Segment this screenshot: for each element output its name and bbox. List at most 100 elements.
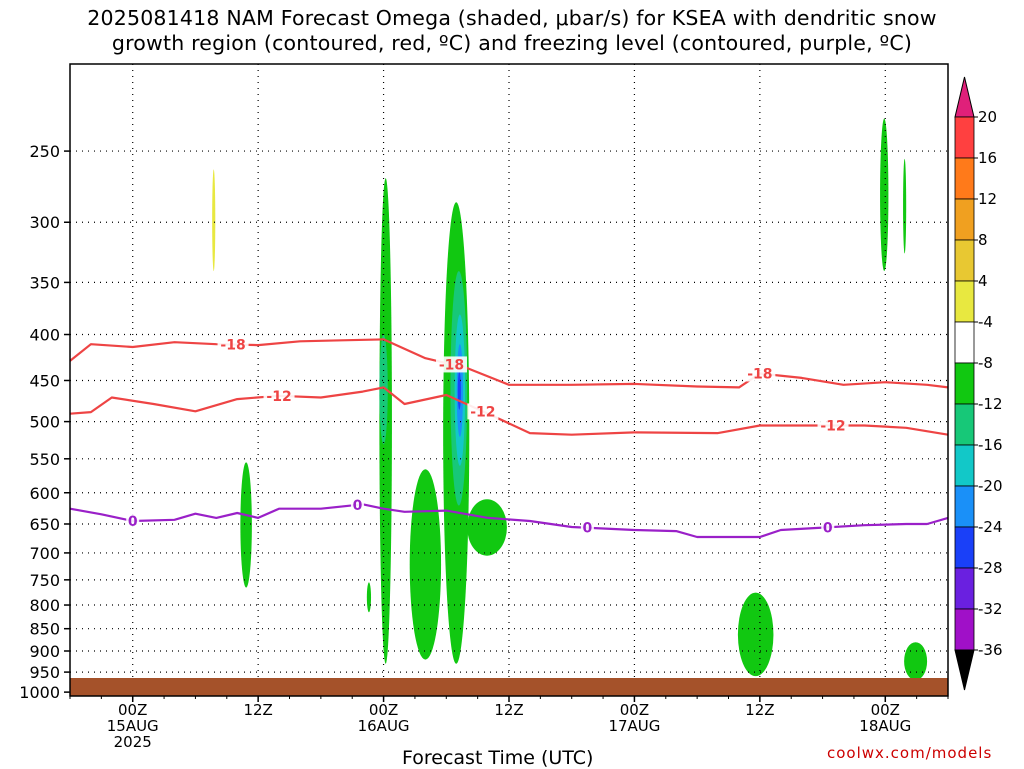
y-tick-label-800: 800 xyxy=(29,596,60,615)
omega-region-4 xyxy=(467,499,507,556)
contour-label-0-2: -18 xyxy=(747,366,772,382)
x-tick-label-0-2: 2025 xyxy=(114,733,152,751)
colorbar-label-12: -32 xyxy=(978,600,1003,618)
contour-label-2-0: 0 xyxy=(128,514,138,530)
omega-region-10 xyxy=(904,642,928,681)
y-tick-label-450: 450 xyxy=(29,371,60,390)
y-tick-label-900: 900 xyxy=(29,642,60,661)
colorbar-band-12 xyxy=(954,608,975,651)
contour-0 xyxy=(69,338,949,389)
colorbar-band-1 xyxy=(954,157,975,200)
contour-label-2-1: 0 xyxy=(353,498,363,514)
contour-label-bg-1-1 xyxy=(467,403,499,420)
omega-region-6 xyxy=(366,582,372,613)
x-tick-label-48-0: 00Z xyxy=(620,701,649,719)
colorbar-label-13: -36 xyxy=(978,641,1003,659)
colorbar-label-4: 4 xyxy=(978,272,988,290)
omega-region-7 xyxy=(880,118,889,272)
colorbar-label-1: 16 xyxy=(978,149,997,167)
x-tick-label-24-0: 00Z xyxy=(369,701,398,719)
y-tick-label-350: 350 xyxy=(29,273,60,292)
colorbar-band-6 xyxy=(954,362,975,405)
y-tick-label-650: 650 xyxy=(29,515,60,534)
y-tick-label-600: 600 xyxy=(29,484,60,503)
x-tick-label-72-1: 18AUG xyxy=(859,717,911,735)
colorbar-band-10 xyxy=(954,526,975,569)
colorbar-band-11 xyxy=(954,567,975,610)
contour-label-0-1: -18 xyxy=(439,357,464,373)
ground-band xyxy=(70,678,948,696)
omega-region-5 xyxy=(240,462,252,588)
colorbar-band-2 xyxy=(954,198,975,241)
y-tick-label-250: 250 xyxy=(29,142,60,161)
omega-shading xyxy=(212,118,928,681)
y-tick-label-400: 400 xyxy=(29,326,60,345)
colorbar-label-8: -16 xyxy=(978,436,1003,454)
x-tick-label-60-0: 12Z xyxy=(745,701,774,719)
y-tick-label-850: 850 xyxy=(29,620,60,639)
y-tick-label-700: 700 xyxy=(29,544,60,563)
x-tick-label-24-1: 16AUG xyxy=(358,717,410,735)
contour-label-1-2: -12 xyxy=(820,418,845,434)
contour-label-bg-2-1 xyxy=(350,496,364,513)
contour-label-bg-0-2 xyxy=(744,365,776,382)
contour-label-2-3: 0 xyxy=(823,520,833,536)
y-axis: 250 300 350 400 450 500 550 600 650 700 750 800 850 9… xyxy=(19,142,70,702)
title-line-2: growth region (contoured, red, ºC) and f… xyxy=(111,31,913,55)
colorbar-label-0: 20 xyxy=(978,108,997,126)
contour-label-bg-1-2 xyxy=(817,417,849,434)
colorbar-label-7: -12 xyxy=(978,395,1003,413)
colorbar-band-8 xyxy=(954,444,975,487)
chart-title: 2025081418 NAM Forecast Omega (shaded, μ… xyxy=(0,6,1024,56)
y-tick-label-750: 750 xyxy=(29,571,60,590)
x-tick-label-0-0: 00Z xyxy=(118,701,147,719)
colorbar-label-6: -8 xyxy=(978,354,993,372)
plot-frame xyxy=(69,63,949,697)
contour-1 xyxy=(69,386,949,436)
y-tick-label-500: 500 xyxy=(29,413,60,432)
colorbar-band-0 xyxy=(954,116,975,159)
omega-region-15 xyxy=(457,371,461,410)
y-tick-label-950: 950 xyxy=(29,663,60,682)
colorbar-band-3 xyxy=(954,239,975,282)
colorbar: 20 16 12 8 4 -4 -8 -12 -16 -20 -24 -28 -32 -36 xyxy=(954,76,1003,691)
x-tick-label-36-0: 12Z xyxy=(494,701,523,719)
colorbar-label-10: -24 xyxy=(978,518,1003,536)
colorbar-label-11: -28 xyxy=(978,559,1003,577)
contours: -18 -18 -18 -12 -12 -12 0 0 0 0 xyxy=(69,336,949,539)
colorbar-label-2: 12 xyxy=(978,190,997,208)
colorbar-label-3: 8 xyxy=(978,231,988,249)
colorbar-label-5: -4 xyxy=(978,313,993,331)
y-tick-label-300: 300 xyxy=(29,213,60,232)
contour-label-0-0: -18 xyxy=(220,338,245,354)
omega-region-3 xyxy=(409,469,442,660)
contour-2 xyxy=(69,503,949,539)
colorbar-top-arrow xyxy=(954,76,975,118)
colorbar-band-7 xyxy=(954,403,975,446)
contour-label-1-1: -12 xyxy=(470,404,495,420)
colorbar-band-9 xyxy=(954,485,975,528)
y-tick-label-1000: 1000 xyxy=(19,683,60,702)
y-tick-label-550: 550 xyxy=(29,450,60,469)
x-tick-label-12-0: 12Z xyxy=(243,701,272,719)
contour-label-1-0: -12 xyxy=(266,389,291,405)
contour-label-bg-1-0 xyxy=(263,387,295,404)
contour-label-2-2: 0 xyxy=(583,521,593,537)
contour-label-bg-2-2 xyxy=(580,519,594,536)
contour-label-bg-2-3 xyxy=(821,519,835,536)
contour-label-bg-2-0 xyxy=(126,512,140,529)
omega-region-8 xyxy=(903,158,907,254)
colorbar-bottom-arrow xyxy=(954,649,975,691)
contour-label-bg-0-0 xyxy=(217,336,249,353)
x-tick-label-0-1: 15AUG xyxy=(107,717,159,735)
x-axis-title: Forecast Time (UTC) xyxy=(402,747,594,769)
credit-text: coolwx.com/models xyxy=(827,744,993,762)
colorbar-band-4 xyxy=(954,280,975,323)
x-tick-label-72-0: 00Z xyxy=(871,701,900,719)
colorbar-band-5 xyxy=(954,321,975,364)
title-line-1: 2025081418 NAM Forecast Omega (shaded, μ… xyxy=(87,6,937,30)
contour-label-bg-0-1 xyxy=(436,356,468,373)
omega-region-0 xyxy=(212,169,216,272)
